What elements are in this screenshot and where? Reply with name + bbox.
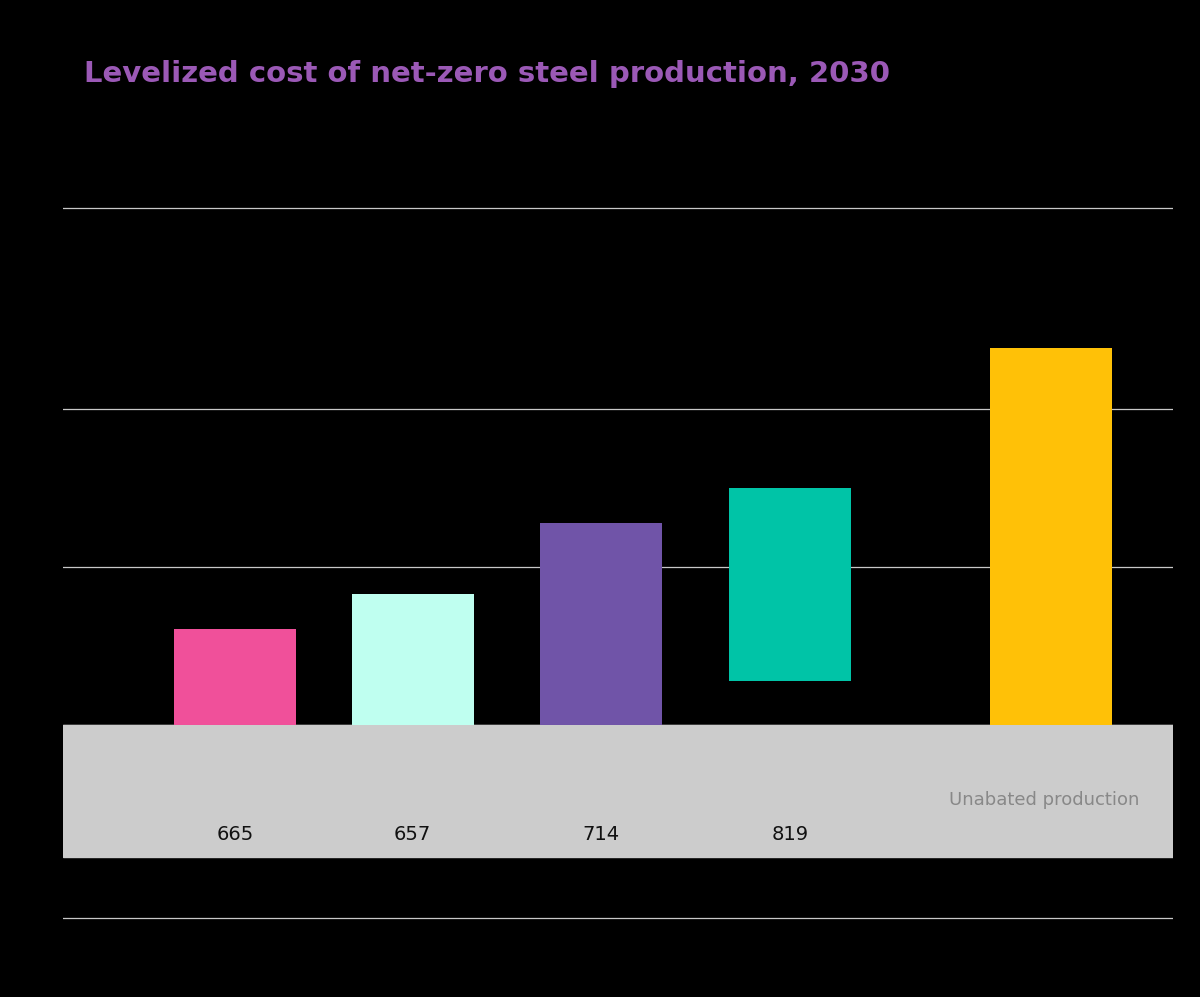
Text: Unabated production: Unabated production [949,791,1140,809]
Text: Levelized cost of net-zero steel production, 2030: Levelized cost of net-zero steel product… [84,60,890,88]
Bar [730,489,851,681]
Bar [174,629,296,725]
Text: 657: 657 [394,826,431,844]
Bar [990,348,1112,725]
Bar [64,725,1174,856]
Text: 714: 714 [583,826,620,844]
Bar [352,593,474,725]
Bar [540,523,662,725]
Text: 665: 665 [216,826,253,844]
Text: 819: 819 [772,826,809,844]
